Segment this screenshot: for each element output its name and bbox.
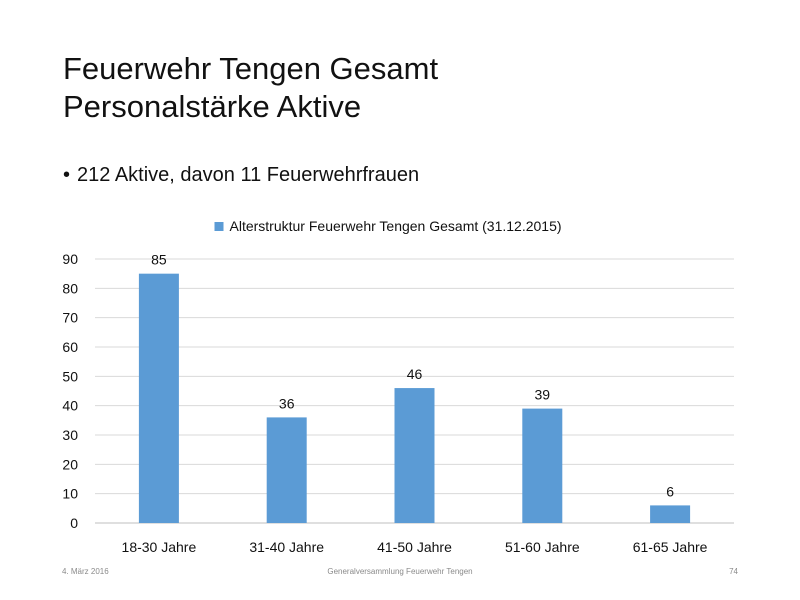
footer-page-number: 74 bbox=[729, 567, 738, 576]
y-tick-label: 20 bbox=[62, 456, 78, 472]
data-label: 36 bbox=[279, 395, 295, 411]
bullet-item: • 212 Aktive, davon 11 Feuerwehrfrauen bbox=[63, 162, 419, 188]
y-tick-label: 70 bbox=[62, 310, 78, 326]
data-label: 6 bbox=[666, 483, 674, 499]
title-line-2: Personalstärke Aktive bbox=[63, 89, 362, 124]
x-tick-label: 41-50 Jahre bbox=[377, 539, 452, 555]
title-line-1: Feuerwehr Tengen Gesamt bbox=[63, 51, 439, 86]
y-tick-label: 50 bbox=[62, 368, 78, 384]
x-tick-label: 31-40 Jahre bbox=[249, 539, 324, 555]
y-tick-label: 90 bbox=[62, 251, 78, 267]
y-tick-label: 10 bbox=[62, 486, 78, 502]
y-tick-label: 60 bbox=[62, 339, 78, 355]
bullet-marker: • bbox=[63, 164, 71, 186]
x-tick-label: 51-60 Jahre bbox=[505, 539, 580, 555]
bar bbox=[522, 408, 563, 523]
bar bbox=[266, 417, 307, 523]
x-tick-label: 18-30 Jahre bbox=[122, 539, 197, 555]
bar bbox=[394, 388, 435, 523]
bullet-text: 212 Aktive, davon 11 Feuerwehrfrauen bbox=[77, 164, 420, 186]
data-label: 46 bbox=[407, 366, 423, 382]
y-tick-label: 80 bbox=[62, 280, 78, 296]
slide-title: Feuerwehr Tengen Gesamt Personalstärke A… bbox=[63, 50, 438, 126]
x-tick-label: 61-65 Jahre bbox=[633, 539, 708, 555]
y-tick-label: 30 bbox=[62, 427, 78, 443]
bar bbox=[650, 505, 691, 523]
data-label: 85 bbox=[151, 252, 167, 268]
y-tick-label: 0 bbox=[70, 515, 78, 531]
y-tick-label: 40 bbox=[62, 398, 78, 414]
bar-chart: Alterstruktur Feuerwehr Tengen Gesamt (3… bbox=[62, 218, 734, 555]
bar bbox=[138, 273, 179, 523]
legend-label: Alterstruktur Feuerwehr Tengen Gesamt (3… bbox=[230, 218, 562, 234]
footer-date: 4. März 2016 bbox=[62, 567, 109, 576]
footer-center-text: Generalversammlung Feuerwehr Tengen bbox=[327, 567, 473, 576]
data-label: 39 bbox=[535, 387, 551, 403]
legend-swatch bbox=[214, 222, 224, 231]
